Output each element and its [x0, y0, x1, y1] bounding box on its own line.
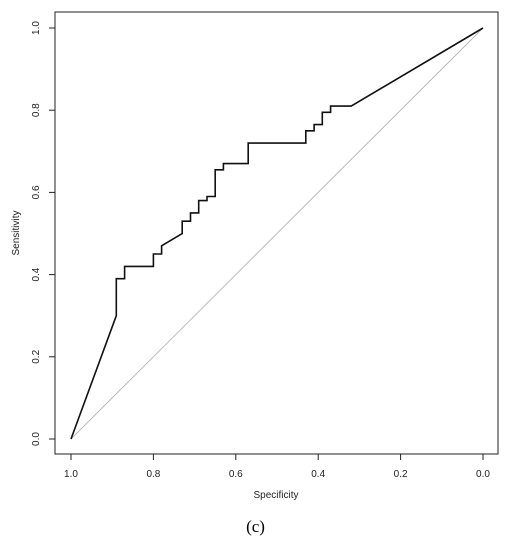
x-tick-label: 0.2	[394, 469, 408, 480]
x-tick-label: 0.4	[311, 469, 325, 480]
diagonal-reference-line	[70, 27, 484, 440]
y-tick-label: 0.2	[31, 349, 42, 363]
plot-frame	[54, 11, 499, 455]
y-tick-label: 0.0	[31, 432, 42, 446]
y-tick-label: 0.6	[31, 185, 42, 199]
axes: 1.0 0.8 0.6 0.4 0.2 0.0 0.0 0.2 0.4 0.6 0.8 1.0	[31, 21, 490, 480]
roc-chart: 1.0 0.8 0.6 0.4 0.2 0.0 0.0 0.2 0.4 0.6 0.8 1.0 Spe…	[11, 11, 499, 501]
y-tick-label: 0.8	[31, 103, 42, 117]
x-axis-title: Specificity	[253, 490, 298, 501]
figure-caption: (c)	[246, 517, 265, 536]
x-tick-label: 0.8	[146, 469, 160, 480]
x-tick-label: 0.0	[476, 469, 490, 480]
roc-curve	[70, 27, 484, 440]
y-axis-title: Sensitivity	[11, 210, 22, 255]
y-tick-label: 1.0	[31, 21, 42, 35]
x-tick-label: 0.6	[229, 469, 243, 480]
y-tick-label: 0.4	[31, 267, 42, 281]
x-tick-label: 1.0	[64, 469, 78, 480]
